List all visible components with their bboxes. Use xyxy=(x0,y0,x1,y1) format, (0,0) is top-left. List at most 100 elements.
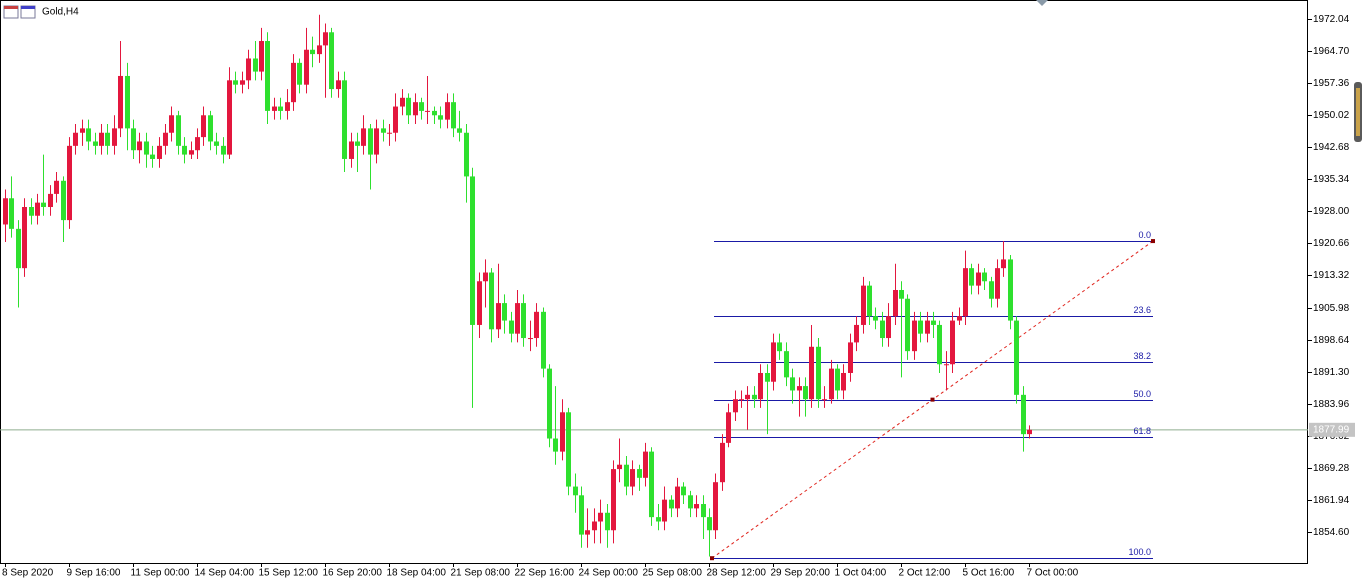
fibonacci: 0.0 23.6 38.2 50.0 61.8 100.0 xyxy=(710,230,1155,561)
candle-body xyxy=(118,75,123,129)
candle-body xyxy=(950,320,955,365)
x-tick-label: 14 Sep 04:00 xyxy=(195,568,255,579)
scroll-grip xyxy=(1356,88,1360,136)
candle-body xyxy=(912,320,917,352)
candle-body xyxy=(54,180,59,194)
candle-body xyxy=(528,338,533,340)
candle-body xyxy=(931,320,936,325)
x-tick-label: 18 Sep 04:00 xyxy=(387,568,447,579)
x-tick-label: 9 Sep 16:00 xyxy=(67,568,121,579)
candle-body xyxy=(400,97,405,107)
candle-body xyxy=(464,132,469,177)
x-tick-label: 22 Sep 16:00 xyxy=(515,568,575,579)
candle-body xyxy=(963,268,968,317)
candle-body xyxy=(425,110,430,112)
fib-anchor xyxy=(930,397,935,402)
candle-body xyxy=(566,412,571,487)
candle-body xyxy=(925,320,930,334)
candle-body xyxy=(48,193,53,208)
candle-body xyxy=(9,198,14,229)
candle-body xyxy=(553,438,558,452)
candle-body xyxy=(246,58,251,81)
candles xyxy=(3,14,1032,557)
candle-body xyxy=(317,45,322,55)
fib-level-label: 50.0 xyxy=(1133,389,1151,399)
fib-level-label: 23.6 xyxy=(1133,305,1151,315)
fib-level-label: 38.2 xyxy=(1133,351,1151,361)
candle-body xyxy=(771,342,776,382)
candle-body xyxy=(195,137,200,151)
candle-body xyxy=(355,141,360,146)
candle-body xyxy=(240,80,245,85)
candle-body xyxy=(873,316,878,321)
candle-body xyxy=(349,141,354,159)
candle-body xyxy=(982,272,987,282)
candle-body xyxy=(835,368,840,391)
candle-body xyxy=(790,377,795,391)
candle-body xyxy=(694,504,699,509)
y-tick-label: 1920.66 xyxy=(1313,238,1350,249)
candle-body xyxy=(726,412,731,443)
shift-marker[interactable] xyxy=(1036,0,1048,6)
candle-body xyxy=(989,281,994,299)
candle-body xyxy=(393,106,398,133)
candle-body xyxy=(995,268,1000,299)
x-tick-label: 7 Oct 00:00 xyxy=(1027,568,1079,579)
candle-body xyxy=(413,102,418,116)
candle-body xyxy=(105,132,110,146)
candle-body xyxy=(637,469,642,478)
candle-body xyxy=(803,386,808,400)
candle-body xyxy=(131,128,136,151)
candle-body xyxy=(656,517,661,522)
x-tick-label: 8 Sep 2020 xyxy=(2,568,54,579)
x-tick-label: 24 Sep 00:00 xyxy=(579,568,639,579)
x-tick-label: 28 Sep 12:00 xyxy=(707,568,767,579)
candle-body xyxy=(189,150,194,155)
y-tick-label: 1891.30 xyxy=(1313,367,1350,378)
x-tick-label: 29 Sep 20:00 xyxy=(771,568,831,579)
candle-body xyxy=(457,128,462,133)
x-tick-label: 11 Sep 00:00 xyxy=(131,568,190,579)
chart-icon xyxy=(3,5,36,19)
candle-body xyxy=(214,141,219,146)
scroll-widget[interactable] xyxy=(1354,82,1362,142)
candle-body xyxy=(720,442,725,483)
candle-body xyxy=(841,372,846,391)
candle-body xyxy=(585,530,590,535)
candle-body xyxy=(822,399,827,401)
candle-body xyxy=(662,499,667,522)
candle-body xyxy=(905,298,910,352)
candle-body xyxy=(611,469,616,531)
fib-level-label: 0.0 xyxy=(1138,230,1151,240)
candle-body xyxy=(886,316,891,339)
candle-body xyxy=(598,512,603,522)
x-tick-label: 16 Sep 20:00 xyxy=(323,568,383,579)
fib-anchor xyxy=(1151,239,1155,244)
candle-body xyxy=(169,115,174,133)
candle-body xyxy=(304,49,309,85)
y-tick-label: 1861.94 xyxy=(1313,495,1350,506)
candle-body xyxy=(489,272,494,330)
candle-body xyxy=(688,495,693,509)
candle-body xyxy=(809,346,814,400)
candle-body xyxy=(265,41,270,111)
candle-body xyxy=(605,512,610,531)
y-tick-label: 1898.64 xyxy=(1313,335,1350,346)
candle-body xyxy=(502,303,507,321)
chart-title: Gold,H4 xyxy=(42,7,79,18)
candle-body xyxy=(361,128,366,146)
candle-body xyxy=(406,97,411,116)
candle-body xyxy=(1027,429,1032,435)
candle-body xyxy=(777,342,782,352)
candle-body xyxy=(797,386,802,391)
candle-body xyxy=(438,115,443,120)
candle-body xyxy=(99,132,104,146)
candle-body xyxy=(221,145,226,155)
y-tick-label: 1928.00 xyxy=(1313,206,1350,217)
candle-body xyxy=(419,102,424,111)
candle-body xyxy=(1021,394,1026,435)
candle-body xyxy=(176,115,181,146)
candle-body xyxy=(937,324,942,365)
candle-body xyxy=(150,154,155,159)
candle-body xyxy=(278,106,283,111)
